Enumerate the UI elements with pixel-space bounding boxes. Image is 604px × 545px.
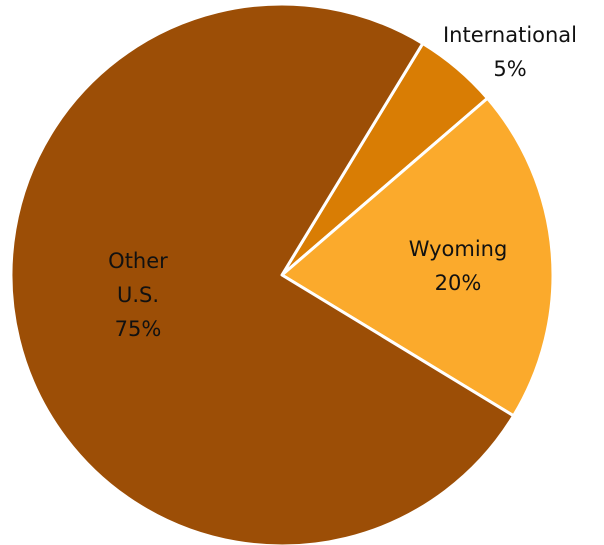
slice-value-label: 20% <box>434 271 482 295</box>
pie-slice <box>280 96 555 418</box>
slice-category: Wyoming <box>408 237 508 261</box>
slice-value-label: 5% <box>493 57 527 81</box>
slice-label: International 5% <box>410 18 604 86</box>
slice-label: Other U.S. 75% <box>103 244 173 346</box>
slice-category: International <box>442 23 578 47</box>
pie-slice <box>9 2 516 545</box>
slice-category: Other U.S. <box>108 249 168 307</box>
slice-label: Wyoming 20% <box>378 232 538 300</box>
slice-value-label: 75% <box>114 317 162 341</box>
